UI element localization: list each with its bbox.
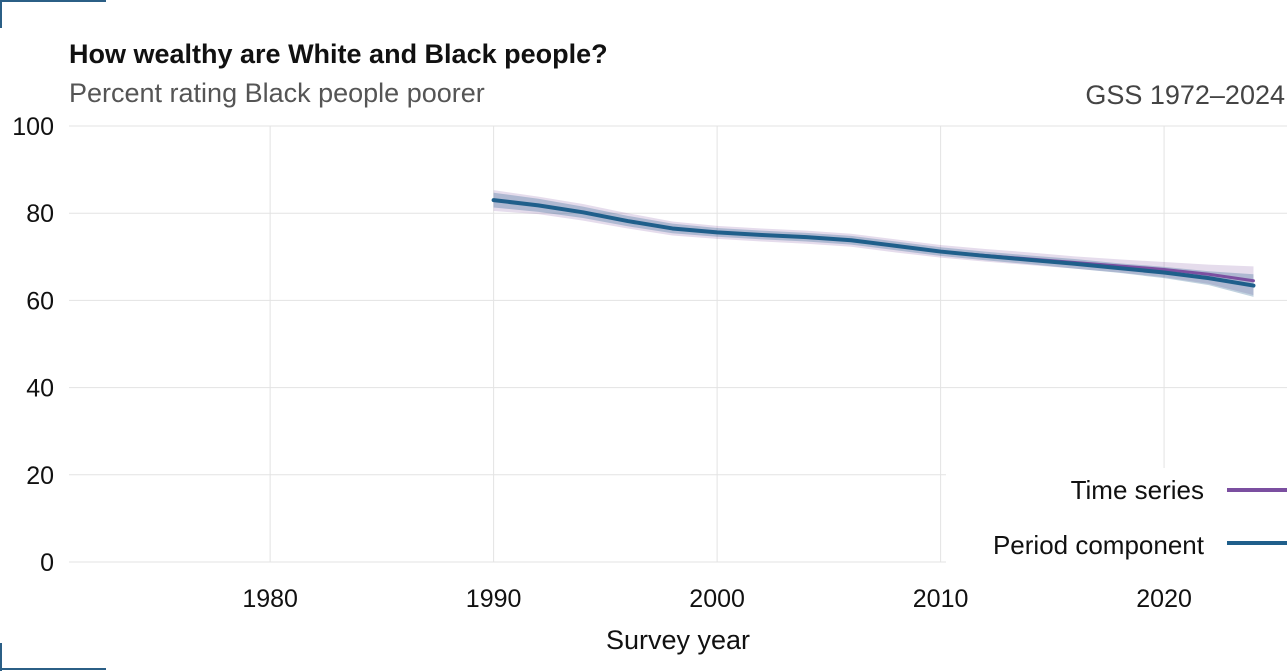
y-tick-label-100: 100 <box>12 113 54 141</box>
x-tick-label-2000: 2000 <box>689 585 745 613</box>
x-tick-label-2010: 2010 <box>913 585 969 613</box>
legend-label-time-series: Time series <box>1071 475 1204 505</box>
legend-label-period-component: Period component <box>993 530 1205 560</box>
corner-mark-bottom-horizontal <box>0 668 106 670</box>
corner-mark-top-horizontal <box>0 0 106 2</box>
x-axis-title: Survey year <box>606 625 750 655</box>
corner-mark-bottom-vertical <box>0 643 2 671</box>
series-lines <box>491 198 1256 288</box>
chart-title: How wealthy are White and Black people? <box>69 39 608 69</box>
legend: Time series Period component <box>993 475 1287 560</box>
y-tick-label-80: 80 <box>26 200 54 228</box>
legend-background <box>946 468 1287 571</box>
x-tick-label-1980: 1980 <box>242 585 298 613</box>
y-tick-label-20: 20 <box>26 462 54 490</box>
chart-subtitle: Percent rating Black people poorer <box>69 78 485 108</box>
x-tick-label-2020: 2020 <box>1136 585 1192 613</box>
y-tick-label-60: 60 <box>26 287 54 315</box>
corner-mark-top-vertical <box>0 0 2 28</box>
series-line-period-component <box>491 198 1256 288</box>
y-tick-label-0: 0 <box>40 549 54 577</box>
axis-ticks: 0 20 40 60 80 100 1980 1990 2000 2010 2020 <box>12 113 1192 613</box>
chart-caption: GSS 1972–2024 <box>1085 80 1285 110</box>
x-tick-label-1990: 1990 <box>466 585 522 613</box>
y-tick-label-40: 40 <box>26 375 54 403</box>
